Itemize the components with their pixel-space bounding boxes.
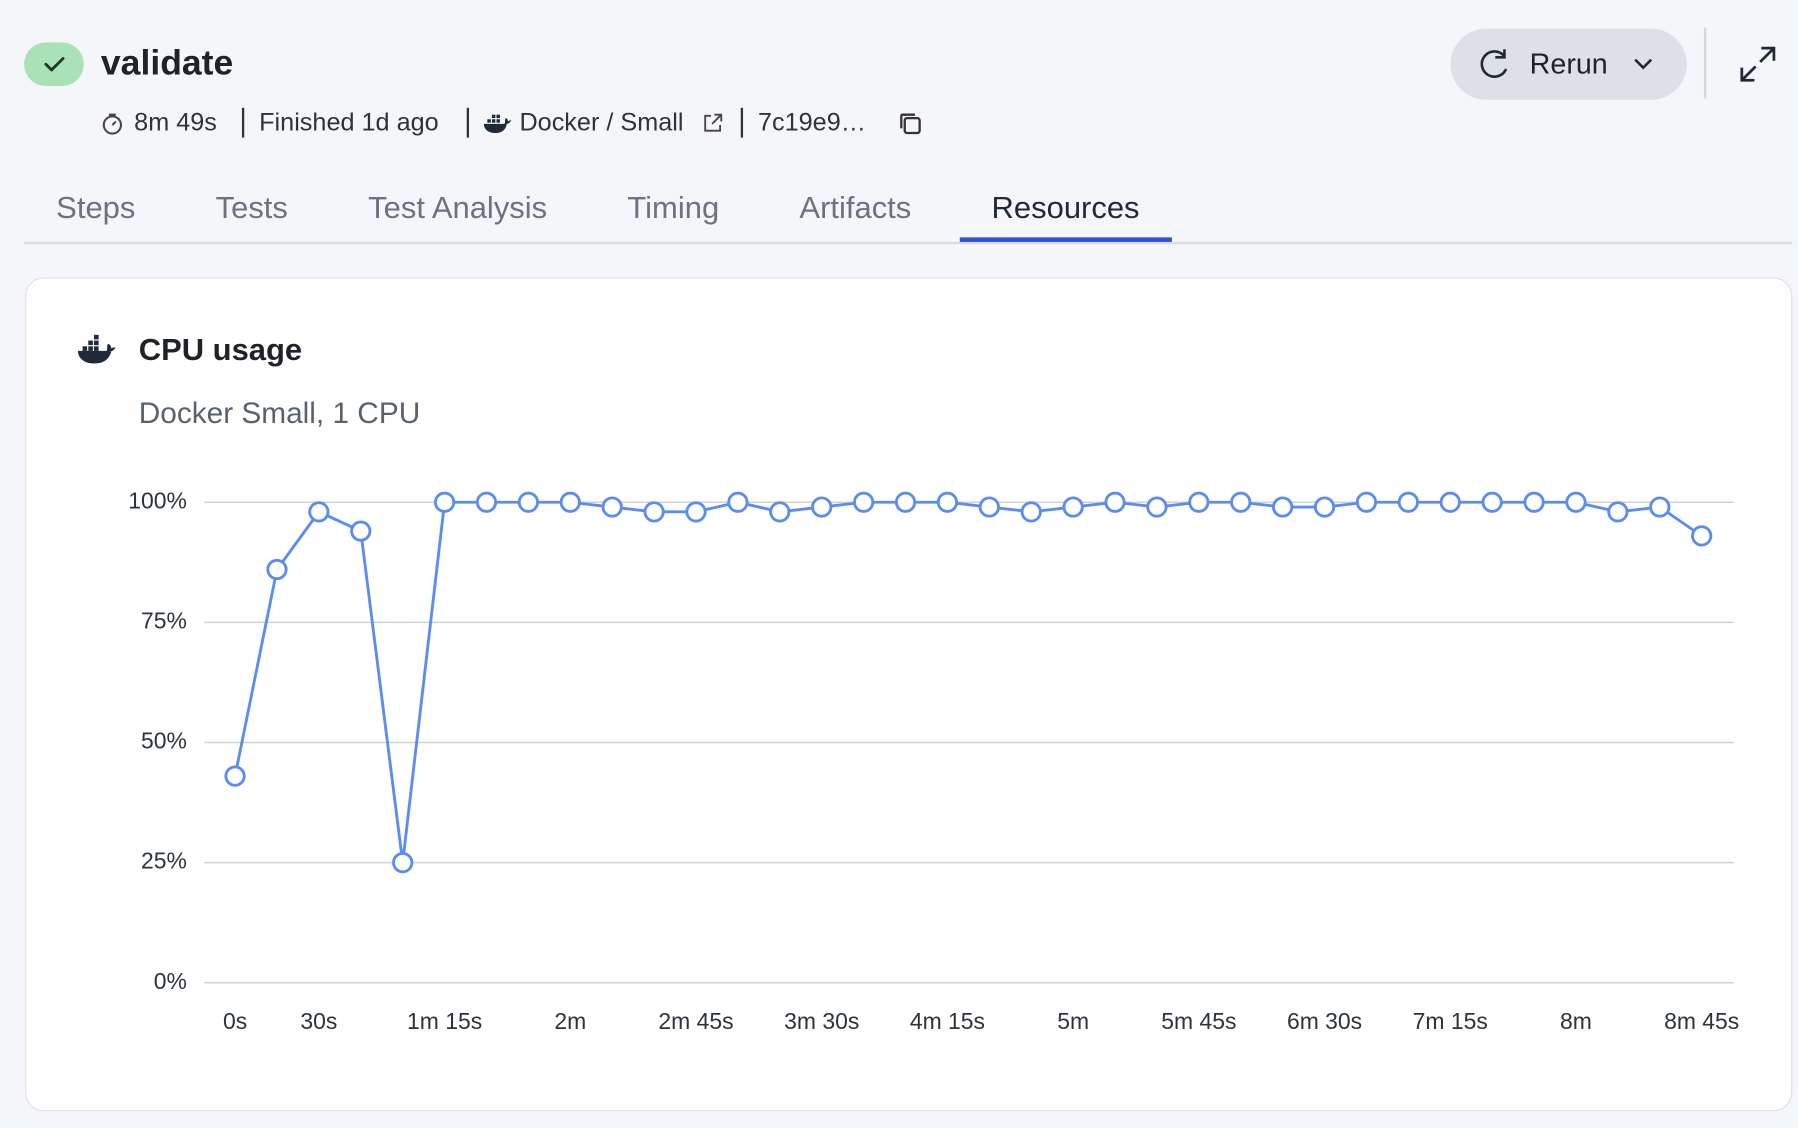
data-point	[1565, 491, 1587, 513]
data-point	[559, 491, 581, 513]
cpu-line	[233, 500, 1703, 865]
machine: Docker / Small	[519, 107, 684, 137]
separator	[466, 107, 469, 138]
tab[interactable]: Test Analysis	[368, 190, 548, 225]
data-point	[1188, 491, 1210, 513]
data-point	[1230, 491, 1252, 513]
y-tick-label: 25%	[141, 848, 187, 874]
data-point	[1020, 501, 1042, 523]
data-point	[727, 491, 749, 513]
external-link[interactable]	[702, 111, 725, 134]
data-point	[1607, 501, 1629, 523]
data-point	[1649, 496, 1671, 518]
data-point	[853, 491, 875, 513]
x-tick-label: 5m	[1057, 1008, 1089, 1034]
data-point	[643, 501, 665, 523]
tab[interactable]: Resources	[959, 183, 1172, 244]
divider	[1703, 27, 1707, 99]
rerun-label: Rerun	[1529, 48, 1608, 81]
commit: 7c19e9…	[757, 107, 866, 137]
tab-baseline	[24, 241, 1793, 244]
data-point	[1523, 491, 1545, 513]
x-tick-label: 7m 15s	[1413, 1008, 1488, 1034]
data-point	[350, 520, 372, 542]
x-tick-label: 2m 45s	[658, 1008, 733, 1034]
rerun-button[interactable]: Rerun	[1450, 28, 1687, 100]
docker-icon	[483, 114, 512, 134]
x-tick-label: 1m 15s	[407, 1008, 482, 1034]
x-tick-label: 0s	[223, 1008, 247, 1034]
finished: Finished 1d ago	[259, 107, 439, 137]
data-point	[1146, 496, 1168, 518]
data-point	[517, 491, 539, 513]
data-point	[1272, 496, 1294, 518]
data-point	[1691, 525, 1713, 547]
tab[interactable]: Tests	[215, 190, 288, 225]
data-point	[1481, 491, 1503, 513]
tab-bar: Steps Tests Test Analysis Timing Artifacts Re…	[24, 183, 1172, 244]
y-tick-label: 75%	[141, 607, 187, 633]
status-badge	[24, 42, 84, 87]
x-tick-label: 4m 15s	[910, 1008, 985, 1034]
data-point	[936, 491, 959, 513]
chart-title: CPU usage	[139, 332, 302, 367]
data-point	[601, 496, 623, 518]
data-point	[433, 491, 456, 513]
data-point	[224, 765, 246, 787]
data-point	[894, 491, 917, 513]
data-point	[769, 501, 791, 523]
data-point	[685, 501, 707, 523]
chart-subtitle: Docker Small, 1 CPU	[139, 397, 421, 430]
data-point	[475, 491, 498, 513]
data-point	[978, 496, 1000, 518]
y-tick-label: 0%	[154, 968, 187, 994]
data-point	[1104, 491, 1126, 513]
timer-icon	[102, 113, 123, 135]
chevron	[1634, 58, 1653, 70]
x-tick-label: 6m 30s	[1287, 1008, 1362, 1034]
job-title: validate	[100, 42, 234, 83]
x-tick-label: 8m 45s	[1664, 1008, 1739, 1034]
data-point	[1355, 491, 1378, 513]
data-point	[1313, 496, 1336, 518]
x-tick-label: 2m	[554, 1008, 586, 1034]
y-tick-label: 50%	[141, 728, 187, 754]
expand-button[interactable]	[1740, 46, 1777, 83]
chart-card	[25, 277, 1793, 1112]
x-tick-label: 5m 45s	[1161, 1008, 1236, 1034]
data-point	[392, 851, 414, 874]
rerun-icon	[1480, 49, 1507, 78]
separator	[740, 107, 744, 138]
tab[interactable]: Steps	[56, 190, 136, 225]
data-point	[1439, 491, 1461, 513]
data-point	[811, 496, 833, 518]
docker-icon	[77, 334, 116, 364]
separator	[241, 107, 245, 138]
x-tick-label: 30s	[300, 1008, 337, 1034]
check-icon	[44, 57, 65, 72]
data-point	[1397, 491, 1419, 513]
y-tick-label: 100%	[128, 487, 187, 513]
data-point	[308, 501, 330, 523]
duration: 8m 49s	[134, 107, 217, 137]
data-point	[1062, 496, 1084, 518]
x-tick-label: 3m 30s	[784, 1008, 859, 1034]
tab[interactable]: Timing	[627, 190, 720, 225]
copy-button[interactable]	[897, 110, 925, 138]
tab[interactable]: Artifacts	[799, 190, 912, 225]
x-tick-label: 8m	[1560, 1008, 1592, 1034]
data-point	[266, 558, 288, 581]
